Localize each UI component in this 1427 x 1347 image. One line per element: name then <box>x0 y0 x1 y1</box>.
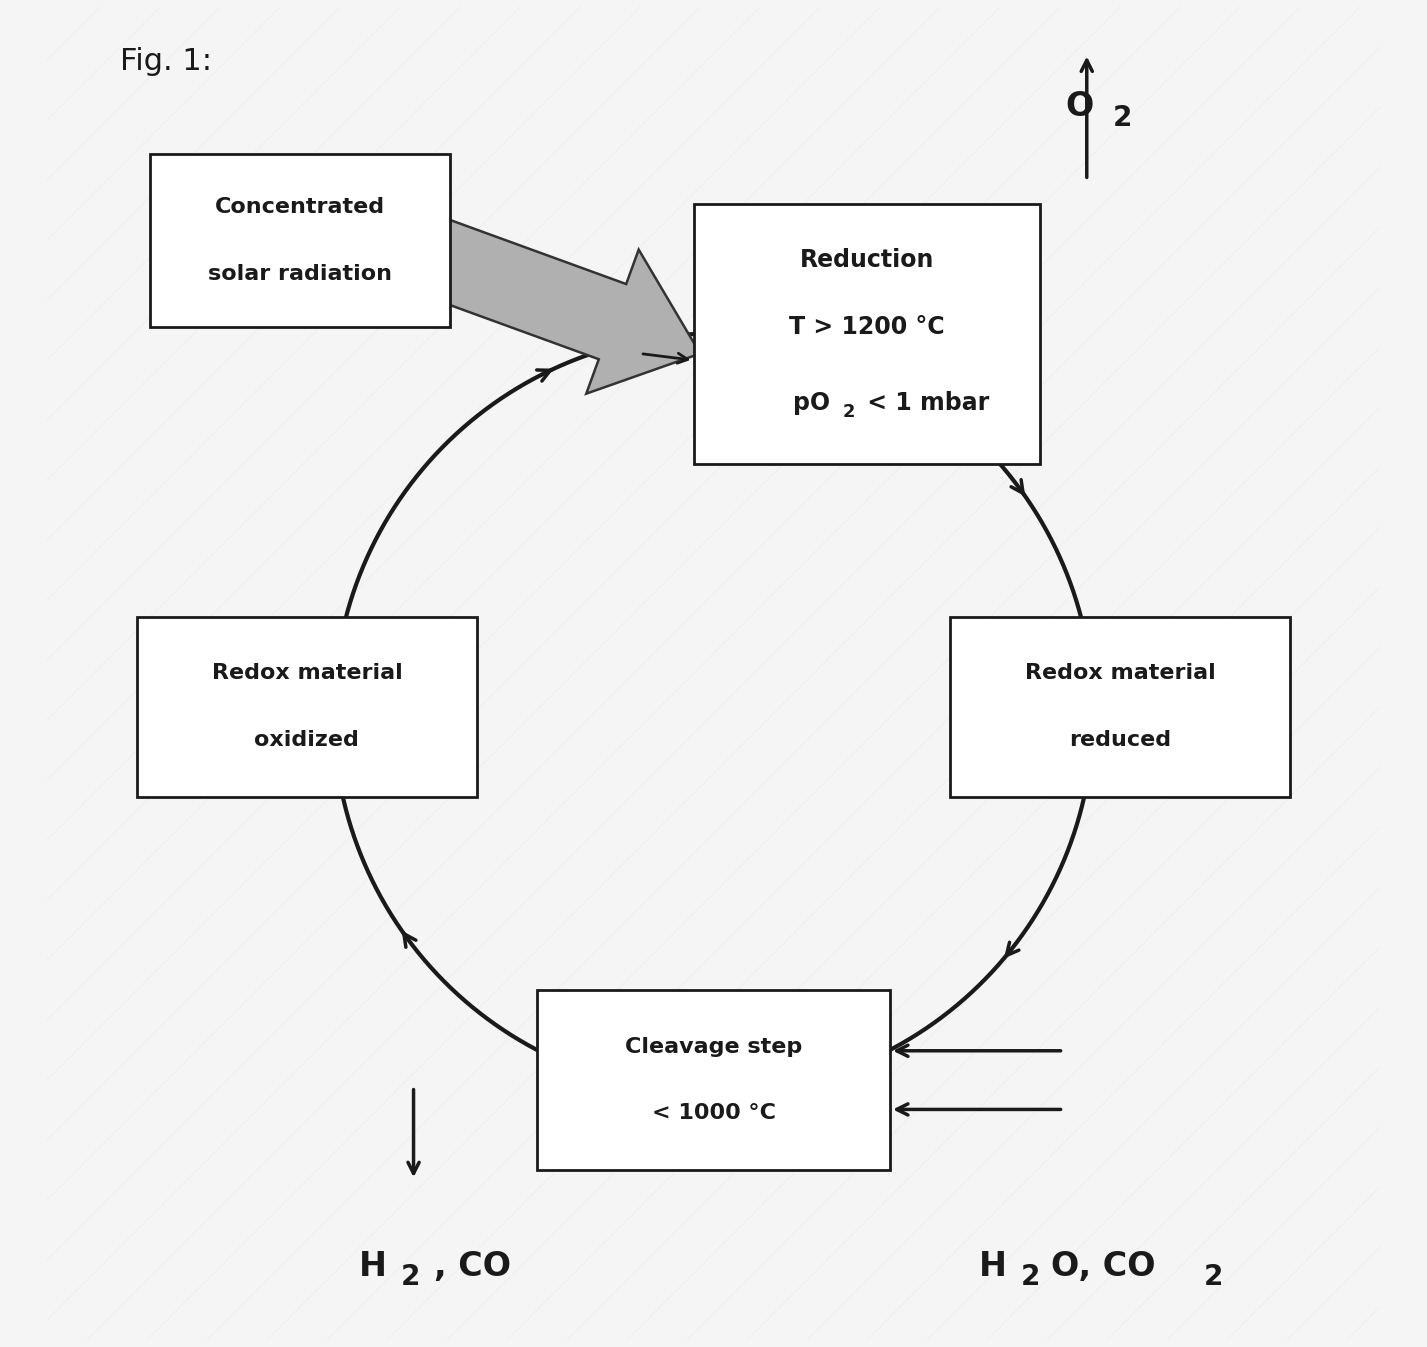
Text: 2: 2 <box>1204 1263 1223 1292</box>
Text: 2: 2 <box>1022 1263 1040 1292</box>
Text: 2: 2 <box>1113 104 1133 132</box>
FancyBboxPatch shape <box>950 617 1290 797</box>
Text: Redox material: Redox material <box>211 664 402 683</box>
FancyBboxPatch shape <box>694 203 1040 463</box>
Text: < 1000 °C: < 1000 °C <box>652 1103 775 1123</box>
Text: 2: 2 <box>401 1263 421 1292</box>
Text: oxidized: oxidized <box>254 730 360 750</box>
Text: Cleavage step: Cleavage step <box>625 1037 802 1057</box>
FancyBboxPatch shape <box>150 154 450 327</box>
Text: Concentrated: Concentrated <box>215 197 385 217</box>
Text: O, CO: O, CO <box>1050 1250 1156 1284</box>
Text: T > 1200 °C: T > 1200 °C <box>789 315 945 339</box>
Text: < 1 mbar: < 1 mbar <box>859 391 989 415</box>
Text: reduced: reduced <box>1069 730 1172 750</box>
Text: , CO: , CO <box>434 1250 511 1284</box>
FancyBboxPatch shape <box>137 617 477 797</box>
Text: Fig. 1:: Fig. 1: <box>120 47 213 75</box>
Text: H: H <box>979 1250 1007 1284</box>
Polygon shape <box>385 206 701 393</box>
Text: solar radiation: solar radiation <box>208 264 392 284</box>
Text: Redox material: Redox material <box>1025 664 1216 683</box>
Text: pO: pO <box>793 391 831 415</box>
Text: H: H <box>358 1250 387 1284</box>
Text: 2: 2 <box>843 403 855 422</box>
FancyBboxPatch shape <box>537 990 890 1171</box>
Text: Reduction: Reduction <box>799 248 935 272</box>
Text: O: O <box>1065 90 1093 124</box>
